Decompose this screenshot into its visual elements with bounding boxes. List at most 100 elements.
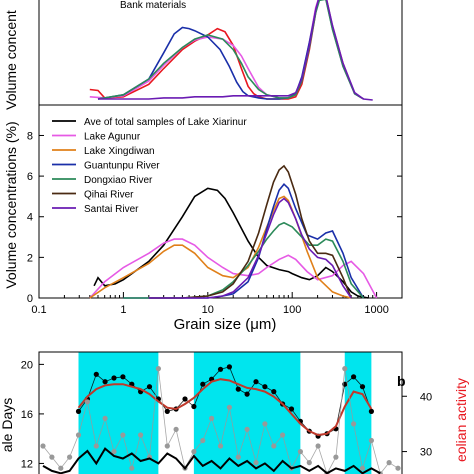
bottom-data-point (191, 403, 197, 410)
legend-label-ave-of-total-samples-of-lake-xiarinur: Ave of total samples of Lake Xiarinur (84, 117, 247, 128)
middle-y-tick-label-4: 4 (27, 212, 33, 224)
bottom-data-point (217, 443, 224, 449)
bottom-data-point (262, 384, 268, 390)
bottom-data-point (67, 454, 73, 460)
bottom-data-point (297, 449, 303, 455)
bottom-data-point (351, 421, 357, 427)
series-line-qihai-river (148, 164, 352, 299)
middle-y-tick-label-2: 2 (27, 252, 33, 264)
middle-x-tick-label-100: 100 (283, 304, 301, 316)
bottom-data-point (111, 375, 117, 381)
bottom-data-point (271, 389, 277, 395)
bottom-data-point (102, 415, 108, 421)
middle-y-tick-label-0: 0 (27, 293, 33, 305)
middle-x-tick-label-10: 10 (202, 304, 214, 316)
middle-y-tick-label-8: 8 (27, 130, 33, 142)
panel-middle-grain-size: Volume concentrations (%) Grain size (μm… (3, 104, 403, 333)
middle-x-tick-label-1: 1 (120, 304, 126, 316)
bottom-data-point (306, 460, 312, 466)
bottom-y-tick-label-20: 20 (21, 359, 33, 371)
bottom-data-point (58, 465, 64, 471)
panel-bottom-frame (38, 351, 403, 474)
bottom-data-point (368, 437, 374, 444)
bottom-data-point (200, 381, 206, 387)
middle-series-group (89, 164, 378, 299)
panel-top-bank-materials: Bank materials Volume concent (3, 0, 403, 110)
top-series-group (89, 0, 373, 101)
bottom-data-point (271, 443, 277, 449)
shaded-period-1 (78, 352, 159, 474)
top-series-line-4 (97, 0, 364, 100)
bottom-data-point (173, 426, 179, 432)
bottom-y-tick-label-12: 12 (21, 458, 33, 470)
bottom-data-point (244, 426, 250, 432)
bottom-data-point (288, 406, 295, 412)
bottom-data-point (235, 454, 241, 460)
bottom-trend-line-4 (42, 447, 381, 474)
bottom-data-point (359, 465, 366, 471)
middle-x-tick-label-1000: 1000 (364, 304, 388, 316)
bottom-data-point (40, 443, 46, 449)
panel-middle-ylabel: Volume concentrations (%) (3, 121, 19, 288)
bottom-data-point (191, 449, 197, 455)
panel-bottom-ylabel: ale Days (0, 398, 15, 452)
legend: Ave of total samples of Lake Xiarinur Lak… (52, 117, 247, 215)
bottom-data-point (129, 465, 135, 471)
bottom-data-point (262, 421, 268, 427)
shaded-period-3 (344, 352, 372, 474)
bottom-data-point (351, 374, 357, 380)
bottom-data-point (359, 384, 366, 390)
bottom-trend-line-2 (77, 378, 373, 437)
bottom-data-point (280, 432, 286, 438)
bottom-data-point (120, 374, 126, 380)
bottom-data-point (253, 460, 259, 466)
top-series-line-2 (89, 0, 364, 100)
panel-bottom-label: b (397, 373, 406, 389)
bottom-data-point (49, 454, 55, 460)
bottom-data-point (182, 396, 188, 402)
bottom-data-point (75, 408, 82, 414)
middle-y-tick-label-6: 6 (27, 171, 33, 183)
bottom-data-point (102, 379, 108, 385)
bottom-data-point (226, 404, 232, 410)
panel-middle-frame (38, 104, 403, 299)
bottom-data-point (84, 399, 90, 405)
bottom-data-point (342, 366, 348, 372)
top-series-line-5 (98, 0, 373, 101)
bottom-data-point (386, 460, 392, 466)
bottom-data-point (93, 371, 99, 377)
panel-top-annotation: Bank materials (120, 0, 186, 11)
bottom-data-point (75, 432, 82, 438)
bottom-data-point (209, 415, 215, 421)
bottom-data-point (395, 465, 401, 471)
bottom-shaded-periods (78, 352, 372, 474)
bottom-data-point (244, 391, 250, 397)
bottom-data-point (333, 454, 339, 460)
series-line-santai-river (148, 197, 352, 299)
bottom-data-point (368, 408, 374, 414)
bottom-axis-ticks: 20 16 12 40 30 (21, 359, 432, 470)
bottom-data-point (111, 449, 117, 455)
panel-middle-xlabel: Grain size (μm) (174, 316, 277, 333)
series-line-lake-agunur (89, 238, 378, 299)
legend-label-lake-agunur: Lake Agunur (84, 132, 141, 143)
panel-bottom-eolian: ale Days eolian activity b 20 16 12 40 30 (0, 351, 469, 474)
bottom-data-point (253, 379, 259, 385)
bottom-data-point (226, 364, 232, 370)
middle-axis-ticks: 0 2 4 6 8 0.1 1 10 100 1000 (27, 130, 403, 316)
bottom-y2-tick-label-30: 30 (420, 447, 432, 459)
top-series-line-1 (89, 0, 364, 100)
top-series-line-3 (97, 0, 364, 100)
bottom-data-point (164, 408, 170, 414)
legend-label-santai-river: Santai River (84, 204, 139, 215)
bottom-data-point (93, 443, 99, 449)
bottom-y2-tick-label-40: 40 (420, 391, 432, 403)
bottom-data-point (217, 366, 224, 372)
bottom-data-point (164, 443, 170, 449)
bottom-data-point (120, 432, 126, 438)
legend-label-dongxiao-river: Dongxiao River (84, 175, 153, 186)
legend-label-qihai-river: Qihai River (84, 190, 134, 201)
bottom-data-point (155, 366, 161, 372)
bottom-data-point (235, 386, 241, 392)
